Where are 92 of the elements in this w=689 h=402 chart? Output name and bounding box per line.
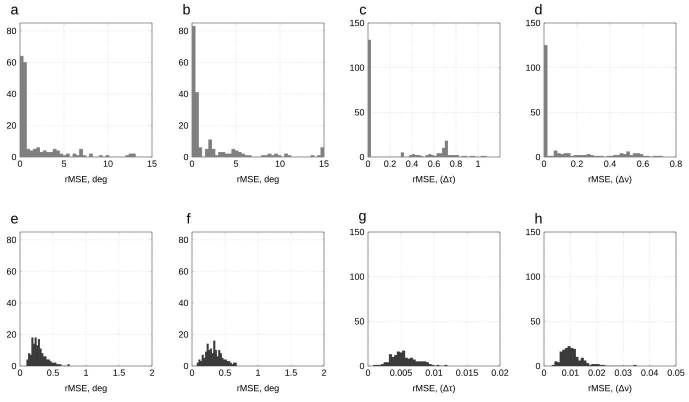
x-axis-title: rMSE, deg [65, 176, 107, 184]
x-axis-title: rMSE, (Δτ) [413, 176, 455, 184]
y-tick-label: 50 [354, 318, 364, 325]
y-tick-label: 20 [6, 122, 16, 129]
y-tick-label: 40 [6, 90, 16, 98]
chart-title: d [535, 4, 542, 14]
x-tick-label: 0.4 [604, 160, 616, 167]
y-tick-label: 100 [526, 64, 540, 71]
x-tick-label: 0.03 [614, 370, 632, 376]
x-tick-label: 0.05 [668, 370, 684, 376]
x-axis-title: rMSE, (Δν) [588, 384, 632, 394]
y-tick-label: 100 [350, 64, 364, 71]
x-tick-label: 10 [276, 160, 285, 167]
y-tick-label: 80 [6, 28, 16, 34]
x-tick-label: 10 [104, 160, 113, 167]
x-tick-label: 15 [320, 160, 329, 167]
y-tick-label: 150 [526, 20, 540, 26]
y-tick-label: 150 [350, 228, 364, 236]
x-tick-label: 5 [234, 160, 238, 167]
x-tick-label: 0 [542, 370, 546, 376]
chart-title: e [11, 216, 18, 224]
x-tick-label: 0.04 [641, 370, 658, 376]
x-tick-label: 2 [322, 370, 326, 376]
x-tick-label: 0 [366, 370, 370, 376]
x-axis-title: rMSE, deg [65, 384, 107, 394]
y-tick-label: 100 [350, 273, 364, 280]
y-tick-label: 60 [6, 59, 16, 66]
y-tick-label: 150 [350, 20, 364, 26]
x-tick-label: 0.6 [428, 160, 440, 167]
y-tick-label: 0 [360, 362, 364, 370]
y-tick-label: 0 [184, 154, 188, 160]
x-tick-label: 0.02 [588, 370, 606, 376]
x-tick-label: 0.2 [571, 160, 583, 167]
x-tick-label: 15 [148, 160, 157, 167]
x-tick-label: 0 [190, 370, 194, 376]
x-tick-label: 1 [256, 370, 260, 376]
y-tick-label: 20 [178, 331, 188, 338]
chart-title: f [186, 213, 190, 224]
y-tick-label: 20 [6, 331, 16, 338]
y-tick-label: 80 [6, 236, 16, 244]
x-tick-label: 1 [84, 370, 88, 376]
x-tick-label: 0.8 [670, 160, 682, 167]
y-tick-label: 60 [178, 268, 188, 275]
y-tick-label: 40 [6, 300, 16, 306]
x-tick-label: 5 [62, 160, 66, 167]
y-tick-label: 0 [536, 154, 540, 160]
y-tick-label: 20 [178, 122, 188, 129]
x-tick-label: 0.02 [492, 370, 508, 376]
y-tick-label: 80 [178, 28, 188, 34]
x-tick-label: 1 [476, 160, 480, 167]
y-tick-label: 50 [354, 109, 364, 116]
y-tick-label: 0 [360, 154, 364, 160]
y-tick-label: 40 [178, 300, 188, 306]
y-tick-label: 0 [184, 362, 188, 370]
y-tick-label: 0 [12, 362, 16, 370]
x-tick-label: 1.5 [113, 370, 125, 376]
x-tick-label: 0.4 [406, 160, 418, 167]
x-axis-title: rMSE, (Δν) [588, 176, 632, 184]
y-tick-label: 150 [526, 228, 540, 236]
y-tick-label: 0 [536, 362, 540, 370]
x-tick-label: 1.5 [285, 370, 297, 376]
x-tick-label: 0.015 [456, 370, 478, 376]
x-tick-label: 0.2 [384, 160, 396, 167]
x-tick-label: 2 [150, 370, 154, 376]
y-tick-label: 50 [530, 109, 540, 116]
x-tick-label: 0.5 [219, 370, 231, 376]
chart-title: h [536, 213, 542, 224]
chart-title: b [183, 4, 190, 14]
chart-title: a [11, 6, 18, 14]
x-axis-title: rMSE, (Δτ) [413, 384, 455, 394]
x-tick-label: 0.5 [47, 370, 59, 376]
y-tick-label: 80 [178, 236, 188, 244]
x-tick-label: 0 [18, 370, 22, 376]
y-tick-label: 60 [178, 59, 188, 66]
chart-title: g [359, 212, 366, 224]
x-tick-label: 0.6 [637, 160, 649, 167]
x-tick-label: 0.01 [426, 370, 442, 376]
x-tick-label: 0.01 [562, 370, 579, 376]
x-tick-label: 0 [366, 160, 370, 167]
x-tick-label: 0 [542, 160, 546, 167]
y-tick-label: 60 [6, 268, 16, 275]
x-tick-label: 0.005 [390, 370, 412, 376]
x-tick-label: 0 [190, 160, 194, 167]
y-tick-label: 40 [178, 90, 188, 98]
x-axis-title: rMSE, deg [237, 176, 279, 184]
chart-title: c [360, 6, 366, 14]
y-tick-label: 50 [530, 318, 540, 325]
y-tick-label: 100 [526, 273, 540, 280]
x-tick-label: 0.8 [450, 160, 462, 167]
x-tick-label: 0 [18, 160, 22, 167]
x-axis-title: rMSE, deg [237, 384, 279, 394]
y-tick-label: 0 [12, 154, 16, 160]
